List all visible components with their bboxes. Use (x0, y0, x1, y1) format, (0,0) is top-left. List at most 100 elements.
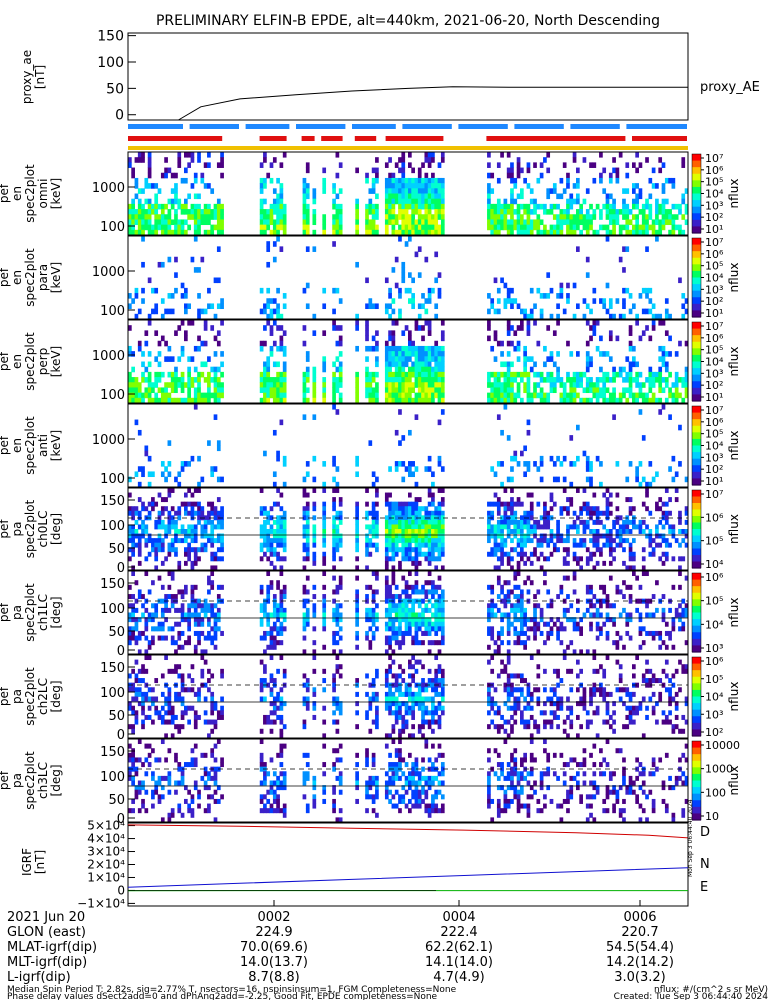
heatmap-cell (401, 524, 406, 530)
heatmap-cell (398, 612, 402, 618)
heatmap-cell (618, 229, 623, 236)
colorbar-segment (692, 345, 701, 348)
heatmap-cell (371, 542, 376, 548)
heatmap-cell (506, 361, 511, 368)
heatmap-cell (414, 209, 419, 215)
heatmap-cell (151, 542, 155, 548)
heatmap-cell (391, 392, 396, 399)
heatmap-cell (197, 157, 201, 163)
heatmap-cell (332, 529, 336, 534)
heatmap-cell (134, 533, 139, 539)
heatmap-cell (411, 635, 415, 641)
heatmap-cell (408, 471, 412, 478)
heatmap-cell (210, 584, 215, 590)
heatmap-cell (562, 476, 567, 483)
colorbar-segment (692, 440, 701, 443)
heatmap-cell (513, 397, 518, 404)
heatmap-cell (384, 649, 389, 655)
heatmap-cell (170, 172, 175, 179)
heatmap-cell (384, 538, 389, 544)
heatmap-cell (437, 397, 442, 404)
heatmap-cell (180, 607, 185, 613)
heatmap-cell (332, 488, 336, 493)
heatmap-cell (605, 209, 610, 215)
heatmap-cell (569, 377, 574, 383)
heatmap-cell (338, 203, 343, 210)
heatmap-cell (375, 515, 379, 521)
heatmap-cell (576, 303, 580, 310)
heatmap-cell (543, 203, 547, 210)
heatmap-cell (391, 565, 396, 571)
heatmap-cell (170, 547, 175, 553)
colorbar-segment (692, 419, 701, 422)
heatmap-cell (440, 356, 445, 362)
heatmap-cell (592, 565, 597, 571)
heatmap-cell (424, 203, 429, 210)
heatmap-cell (335, 533, 340, 539)
heatmap-cell (154, 603, 159, 609)
heatmap-cell (651, 476, 656, 483)
colorbar-segment (692, 268, 701, 271)
heatmap-cell (411, 203, 415, 210)
heatmap-cell (394, 584, 399, 590)
colorbar-segment (692, 327, 701, 330)
heatmap-cell (668, 335, 672, 342)
heatmap-cell (263, 533, 267, 539)
heatmap-cell (628, 612, 633, 618)
heatmap-cell (184, 529, 188, 534)
heatmap-cell (404, 589, 409, 595)
heatmap-cell (266, 371, 271, 378)
heatmap-cell (305, 575, 310, 581)
heatmap-cell (539, 162, 544, 168)
heatmap-cell (503, 397, 508, 404)
heatmap-cell (213, 551, 218, 557)
heatmap-cell (556, 455, 560, 462)
heatmap-cell (276, 397, 280, 404)
heatmap-cell (417, 198, 422, 205)
heatmap-cell (269, 506, 274, 512)
heatmap-cell (506, 340, 511, 347)
heatmap-cell (576, 382, 580, 388)
heatmap-cell (562, 162, 567, 168)
heatmap-cell (440, 229, 445, 236)
heatmap-cell (394, 515, 399, 521)
heatmap-cell (431, 515, 435, 521)
heatmap-cell (562, 560, 567, 566)
heatmap-cell (147, 397, 152, 404)
heatmap-cell (431, 157, 435, 163)
heatmap-cell (213, 515, 218, 521)
heatmap-cell (154, 397, 159, 404)
heatmap-cell (602, 377, 607, 383)
heatmap-cell (190, 589, 195, 595)
heatmap-cell (391, 177, 396, 184)
heatmap-cell (414, 565, 419, 571)
heatmap-cell (421, 397, 425, 404)
heatmap-cell (632, 571, 636, 577)
heatmap-cell (157, 510, 162, 516)
heatmap-cell (427, 466, 432, 472)
heatmap-cell (533, 162, 537, 168)
heatmap-cell (546, 603, 551, 609)
heatmap-cell (193, 644, 198, 650)
heatmap-cell (216, 524, 221, 530)
heatmap-cell (562, 506, 567, 512)
heatmap-cell (661, 560, 666, 566)
heatmap-cell (684, 510, 689, 516)
heatmap-cell (401, 224, 406, 231)
heatmap-cell (184, 533, 188, 539)
colorbar-segment (692, 525, 701, 527)
heatmap-cell (197, 345, 201, 352)
heatmap-cell (510, 371, 514, 378)
heatmap-cell (384, 219, 389, 226)
heatmap-cell (269, 626, 274, 632)
heatmap-cell (272, 612, 277, 618)
heatmap-cell (272, 529, 277, 534)
heatmap-cell (427, 542, 432, 548)
heatmap-cell (569, 603, 574, 609)
heatmap-cell (556, 630, 560, 636)
heatmap-cell (398, 214, 402, 220)
heatmap-cell (414, 542, 419, 548)
heatmap-cell (605, 377, 610, 383)
heatmap-cell (332, 547, 336, 553)
heatmap-cell (408, 188, 412, 194)
